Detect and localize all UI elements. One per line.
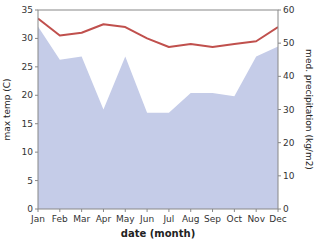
y-tick-label: 35 — [22, 5, 33, 15]
y-tick — [35, 180, 38, 181]
y2-tick-label: 60 — [283, 5, 295, 15]
x-tick — [147, 209, 148, 212]
y-tick — [35, 152, 38, 153]
x-tick — [103, 209, 104, 212]
y2-tick-label: 30 — [283, 105, 295, 115]
y-tick-label: 20 — [22, 90, 34, 100]
y2-axis-label: med. precipitation (kg/m2) — [304, 49, 314, 170]
x-tick — [168, 209, 169, 212]
x-tick-label: Dec — [269, 214, 286, 224]
y-tick — [35, 38, 38, 39]
marks — [38, 19, 278, 209]
y-tick — [35, 10, 38, 11]
x-tick — [125, 209, 126, 212]
y2-tick — [278, 10, 281, 11]
x-tick-label: Jun — [139, 214, 154, 224]
precipitation-area — [38, 27, 278, 209]
x-tick-label: Jan — [30, 214, 45, 224]
x-tick-label: Aug — [182, 214, 200, 224]
y2-tick — [278, 109, 281, 110]
y-tick-label: 10 — [22, 147, 34, 157]
temperature-line — [38, 19, 278, 47]
y-tick-label: 5 — [27, 176, 33, 186]
x-tick-label: Oct — [227, 214, 243, 224]
y-axis-label: max temp (C) — [2, 78, 12, 140]
y2-tick — [278, 43, 281, 44]
y2-tick — [278, 175, 281, 176]
x-tick-label: Mar — [73, 214, 90, 224]
x-axis-label: date (month) — [121, 228, 195, 239]
y2-tick — [278, 76, 281, 77]
y2-tick-label: 10 — [283, 171, 295, 181]
y-tick-label: 15 — [22, 119, 33, 129]
x-tick — [278, 209, 279, 212]
x-tick-label: Nov — [247, 214, 265, 224]
y-tick-label: 30 — [22, 33, 34, 43]
x-tick — [212, 209, 213, 212]
x-tick-label: May — [116, 214, 135, 224]
y2-tick-label: 50 — [283, 38, 295, 48]
y2-tick-label: 20 — [283, 138, 295, 148]
x-tick-label: Apr — [96, 214, 112, 224]
x-tick — [38, 209, 39, 212]
y2-tick-label: 0 — [283, 204, 289, 214]
y-tick-label: 0 — [27, 204, 33, 214]
x-tick — [190, 209, 191, 212]
x-tick — [256, 209, 257, 212]
x-tick — [234, 209, 235, 212]
y-tick — [35, 123, 38, 124]
y2-tick-label: 40 — [283, 71, 295, 81]
plot-frame — [38, 10, 278, 209]
chart: 0 5 10 15 20 25 30 35 0 10 20 30 40 50 60 Jan Feb Mar Apr M… — [0, 0, 318, 247]
x-tick-label: Sep — [204, 214, 221, 224]
y2-tick — [278, 142, 281, 143]
y-tick — [35, 66, 38, 67]
x-tick — [81, 209, 82, 212]
y-tick-label: 25 — [22, 62, 33, 72]
x-tick-label: Jul — [162, 214, 174, 224]
x-tick-label: Feb — [52, 214, 68, 224]
y-tick — [35, 95, 38, 96]
x-tick — [59, 209, 60, 212]
